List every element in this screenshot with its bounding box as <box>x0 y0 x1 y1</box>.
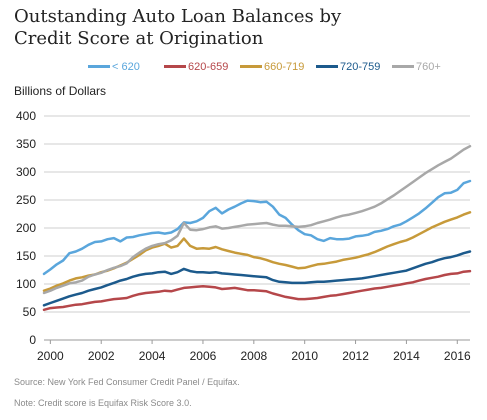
legend-swatch <box>392 65 414 68</box>
legend-swatch <box>240 65 262 68</box>
legend-swatch <box>316 65 338 68</box>
y-tick-label: 50 <box>23 305 37 319</box>
series-line-620-659 <box>42 269 472 312</box>
x-axis-ticks: 2000 2002 2004 2006 2008 2010 2012 2014 2016 <box>37 340 471 363</box>
series-line-620 <box>42 179 472 276</box>
y-tick-label: 300 <box>16 165 36 179</box>
legend-swatch <box>164 65 186 68</box>
x-tick-label: 2002 <box>88 349 115 363</box>
y-axis-ticks: 0 50 100 150 200 250 300 350 400 <box>16 109 36 347</box>
series-line-720-759 <box>42 250 472 307</box>
chart-gridlines <box>44 115 470 341</box>
chart-series-lines <box>42 144 472 312</box>
x-tick-label: 2000 <box>37 349 64 363</box>
chart-legend: < 620 620-659 660-719 720-759 760+ <box>88 60 468 74</box>
y-axis-units-label: Billions of Dollars <box>14 84 107 98</box>
footnote: Note: Credit score is Equifax Risk Score… <box>14 398 192 408</box>
x-tick-label: 2010 <box>291 349 318 363</box>
chart-title: Outstanding Auto Loan Balances by Credit… <box>14 6 474 50</box>
x-tick-label: 2014 <box>393 349 420 363</box>
x-tick-label: 2008 <box>240 349 267 363</box>
legend-label: 620-659 <box>188 61 229 73</box>
legend-label: 660-719 <box>264 61 305 73</box>
legend-label: < 620 <box>112 61 140 73</box>
y-tick-label: 250 <box>16 193 36 207</box>
x-tick-label: 2016 <box>444 349 471 363</box>
y-tick-label: 100 <box>16 277 36 291</box>
x-tick-label: 2006 <box>190 349 217 363</box>
series-line-760 <box>42 144 472 295</box>
y-tick-label: 350 <box>16 137 36 151</box>
y-tick-label: 150 <box>16 249 36 263</box>
legend-label: 720-759 <box>340 61 381 73</box>
source-note: Source: New York Fed Consumer Credit Pan… <box>14 377 240 387</box>
legend-label: 760+ <box>416 61 441 73</box>
y-tick-label: 200 <box>16 221 36 235</box>
legend-swatch <box>88 65 110 68</box>
y-tick-label: 400 <box>16 109 36 123</box>
chart-title-line-1: Outstanding Auto Loan Balances by <box>14 6 342 27</box>
chart-title-line-2: Credit Score at Origination <box>14 28 264 49</box>
x-tick-label: 2012 <box>342 349 369 363</box>
x-tick-label: 2004 <box>139 349 166 363</box>
y-tick-label: 0 <box>29 333 36 347</box>
